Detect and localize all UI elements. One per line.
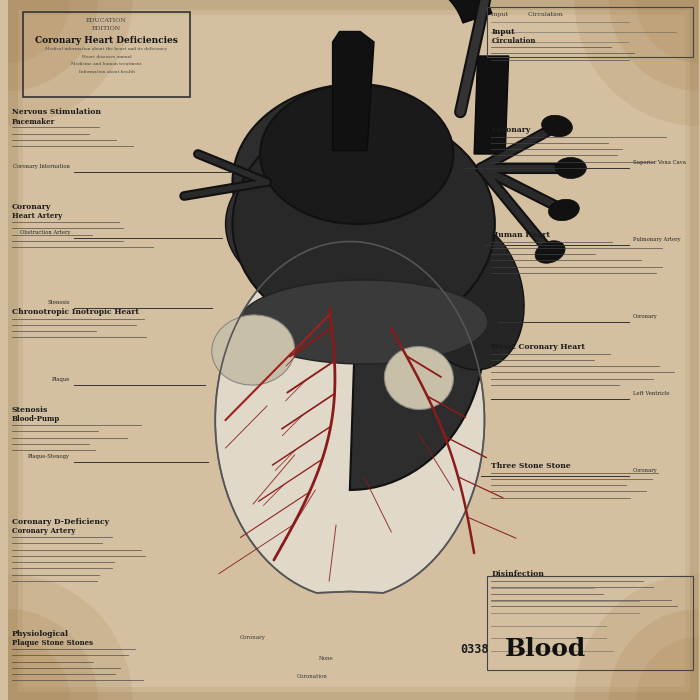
Text: Input: Input — [491, 28, 515, 36]
Text: Coronary: Coronary — [633, 314, 658, 319]
Text: None: None — [318, 657, 333, 661]
Ellipse shape — [212, 315, 295, 385]
Ellipse shape — [384, 346, 454, 410]
Polygon shape — [332, 32, 374, 150]
Ellipse shape — [542, 116, 573, 136]
Ellipse shape — [232, 112, 495, 336]
Text: Heart Artery: Heart Artery — [11, 212, 62, 220]
Text: Circulation: Circulation — [491, 37, 536, 45]
Text: 0338: 0338 — [461, 643, 489, 656]
Polygon shape — [215, 241, 484, 593]
Text: Stenosis: Stenosis — [11, 406, 48, 414]
Wedge shape — [574, 0, 699, 126]
Ellipse shape — [549, 199, 580, 220]
Text: Coronation: Coronation — [296, 674, 328, 679]
Ellipse shape — [239, 280, 488, 364]
Text: EDUCATION: EDUCATION — [86, 18, 127, 22]
Wedge shape — [636, 637, 699, 700]
Text: EDITION: EDITION — [92, 26, 121, 31]
Text: Left Ventricle: Left Ventricle — [633, 391, 669, 396]
Text: Stenosis: Stenosis — [48, 300, 70, 305]
Text: Coronary Internation: Coronary Internation — [13, 164, 70, 169]
Polygon shape — [232, 84, 484, 490]
Wedge shape — [8, 0, 98, 91]
Ellipse shape — [410, 218, 524, 370]
Text: Coronary: Coronary — [491, 126, 531, 134]
Text: Superior Vena Cava: Superior Vena Cava — [633, 160, 686, 165]
Text: Medical information about the heart and its deficiency: Medical information about the heart and … — [46, 47, 167, 51]
Text: Blood: Blood — [505, 637, 587, 661]
Text: Coronary: Coronary — [11, 203, 51, 211]
Text: Nervous Stimulation: Nervous Stimulation — [11, 108, 101, 116]
Wedge shape — [8, 574, 132, 700]
Ellipse shape — [225, 161, 364, 287]
Wedge shape — [609, 0, 699, 91]
Polygon shape — [372, 0, 492, 23]
Text: Three Stone Stone: Three Stone Stone — [491, 462, 571, 470]
Text: Pacemaker: Pacemaker — [11, 118, 55, 125]
Text: Plaque: Plaque — [52, 377, 70, 382]
Text: Coronary Artery: Coronary Artery — [11, 527, 75, 535]
Ellipse shape — [535, 241, 565, 263]
Text: Coronary: Coronary — [240, 636, 266, 640]
Text: Medicine and human treatment: Medicine and human treatment — [71, 62, 142, 66]
Text: Coronary Heart Deficiencies: Coronary Heart Deficiencies — [35, 36, 178, 45]
Wedge shape — [8, 0, 132, 126]
Wedge shape — [8, 637, 70, 700]
Wedge shape — [8, 0, 70, 63]
Text: Coronary D-Deficiency: Coronary D-Deficiency — [11, 518, 109, 526]
Text: Plaque-Stenogy: Plaque-Stenogy — [28, 454, 70, 459]
Text: Coronary: Coronary — [633, 468, 658, 473]
Text: Heart diseases annual: Heart diseases annual — [82, 55, 132, 59]
Text: Information about health: Information about health — [78, 70, 134, 74]
Text: Input          Circulation: Input Circulation — [491, 12, 563, 17]
Ellipse shape — [555, 158, 587, 178]
Text: Human Heart: Human Heart — [491, 231, 550, 239]
Text: Plaque Stone Stones: Plaque Stone Stones — [11, 639, 92, 647]
Text: Heart Coronary Heart: Heart Coronary Heart — [491, 343, 585, 351]
Text: Disinfection: Disinfection — [491, 570, 545, 578]
Wedge shape — [8, 609, 98, 700]
Text: Physiological: Physiological — [11, 630, 69, 638]
Wedge shape — [636, 0, 699, 63]
Text: Obstruction Artery: Obstruction Artery — [20, 230, 70, 235]
Wedge shape — [574, 574, 699, 700]
Text: Blood-Pump: Blood-Pump — [11, 415, 60, 423]
Ellipse shape — [260, 84, 454, 224]
Polygon shape — [474, 56, 509, 154]
Wedge shape — [609, 609, 699, 700]
Text: Pulmonary Artery: Pulmonary Artery — [633, 237, 680, 242]
Text: Chronotropic Inotropic Heart: Chronotropic Inotropic Heart — [11, 308, 139, 316]
